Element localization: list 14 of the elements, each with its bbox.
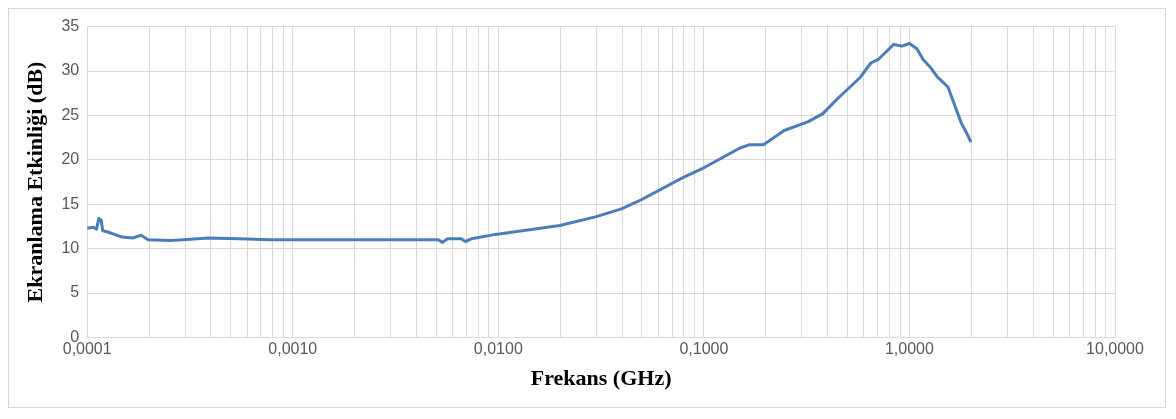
y-tick-label: 20 xyxy=(61,150,80,168)
y-tick-label: 35 xyxy=(61,17,80,35)
y-tick-label: 5 xyxy=(70,283,80,301)
x-tick-label: 0,1000 xyxy=(679,340,729,358)
y-tick-label: 10 xyxy=(61,239,80,257)
y-tick-label: 25 xyxy=(61,105,80,123)
y-tick-label: 15 xyxy=(61,194,80,212)
x-tick-label: 0,0010 xyxy=(268,340,318,358)
x-axis-title: Frekans (GHz) xyxy=(530,365,672,391)
x-tick-label: 10,0000 xyxy=(1086,340,1145,358)
y-tick-label: 30 xyxy=(61,61,80,79)
x-tick-label: 0,0100 xyxy=(473,340,523,358)
y-axis-title: Ekranlama Etkinliği (dB) xyxy=(21,61,47,303)
x-tick-label: 1,0000 xyxy=(884,340,935,358)
